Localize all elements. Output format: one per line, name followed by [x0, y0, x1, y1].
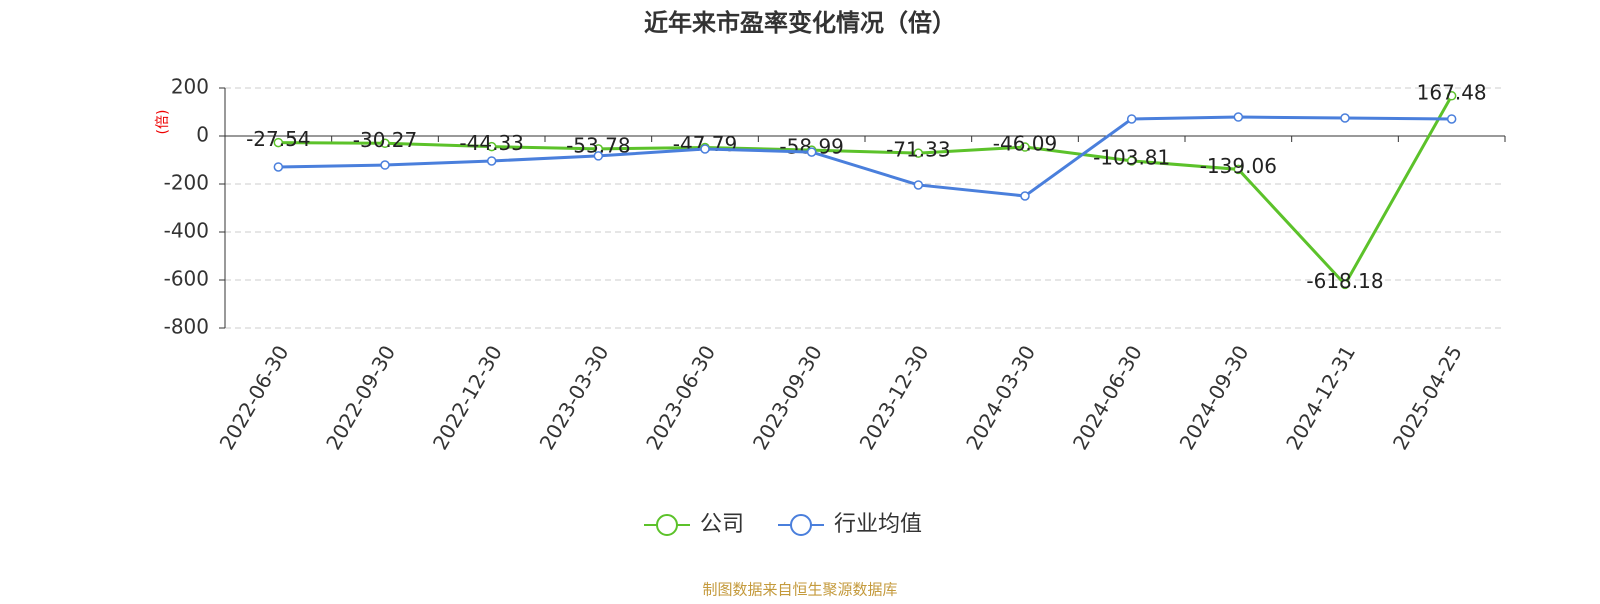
x-tick-label: 2024-06-30 [1068, 341, 1147, 454]
y-axis-label: (倍) [155, 110, 171, 135]
data-point [1340, 279, 1350, 290]
data-label: -27.54 [246, 127, 310, 151]
data-point [913, 148, 924, 158]
x-tick-label: 2024-03-30 [961, 341, 1040, 454]
data-point [1446, 91, 1457, 101]
legend-item[interactable]: 行业均值 [778, 512, 922, 537]
data-point [1020, 142, 1030, 152]
data-point [1126, 114, 1137, 124]
chart-title: 近年来市盈率变化情况（倍） [644, 9, 956, 37]
y-tick-label: -600 [164, 267, 209, 291]
data-point [380, 160, 390, 170]
legend-label: 公司 [700, 512, 744, 537]
data-label: -618.18 [1306, 269, 1383, 293]
y-tick-label: 0 [196, 123, 209, 147]
data-point [273, 137, 284, 148]
y-tick-label: -400 [164, 219, 209, 243]
x-tick-label: 2022-06-30 [215, 341, 294, 454]
data-point [1446, 114, 1457, 124]
data-point [1020, 191, 1030, 201]
data-point [700, 144, 710, 154]
x-tick-label: 2025-04-25 [1388, 341, 1467, 454]
x-tick-label: 2023-09-30 [748, 341, 827, 454]
legend-marker [656, 514, 678, 536]
x-tick-label: 2022-12-30 [428, 341, 507, 454]
data-label: -103.81 [1093, 145, 1170, 169]
data-point [806, 147, 817, 157]
legend-label: 行业均值 [834, 512, 922, 537]
data-point [1233, 164, 1244, 175]
data-point [486, 156, 497, 166]
x-tick-label: 2023-03-30 [535, 341, 614, 454]
data-point [1340, 113, 1350, 123]
x-tick-label: 2023-06-30 [641, 341, 720, 454]
series-line [278, 95, 1453, 287]
data-label: -71.33 [886, 138, 950, 162]
data-label: 167.48 [1417, 80, 1487, 104]
data-point [913, 180, 924, 190]
source-note: 制图数据来自恒生聚源数据库 [702, 581, 897, 599]
data-label: -30.27 [353, 128, 417, 152]
legend-marker [790, 514, 812, 536]
data-point [1126, 156, 1137, 166]
legend-item[interactable]: 公司 [644, 512, 744, 537]
x-tick-label: 2022-09-30 [321, 341, 400, 454]
data-label: -44.33 [459, 131, 523, 155]
y-tick-label: -800 [164, 315, 209, 339]
data-point [1233, 112, 1244, 122]
x-tick-label: 2024-12-31 [1281, 341, 1360, 454]
y-tick-label: -200 [164, 171, 209, 195]
data-label: -46.09 [993, 132, 1057, 156]
data-point [380, 138, 390, 149]
series-line [278, 115, 1452, 198]
y-tick-label: 200 [171, 75, 209, 99]
data-label: -139.06 [1200, 154, 1277, 178]
x-tick-label: 2024-09-30 [1175, 341, 1254, 454]
data-point [273, 162, 284, 172]
x-tick-label: 2023-12-30 [855, 341, 934, 454]
data-point [486, 141, 497, 152]
data-point [593, 151, 604, 161]
